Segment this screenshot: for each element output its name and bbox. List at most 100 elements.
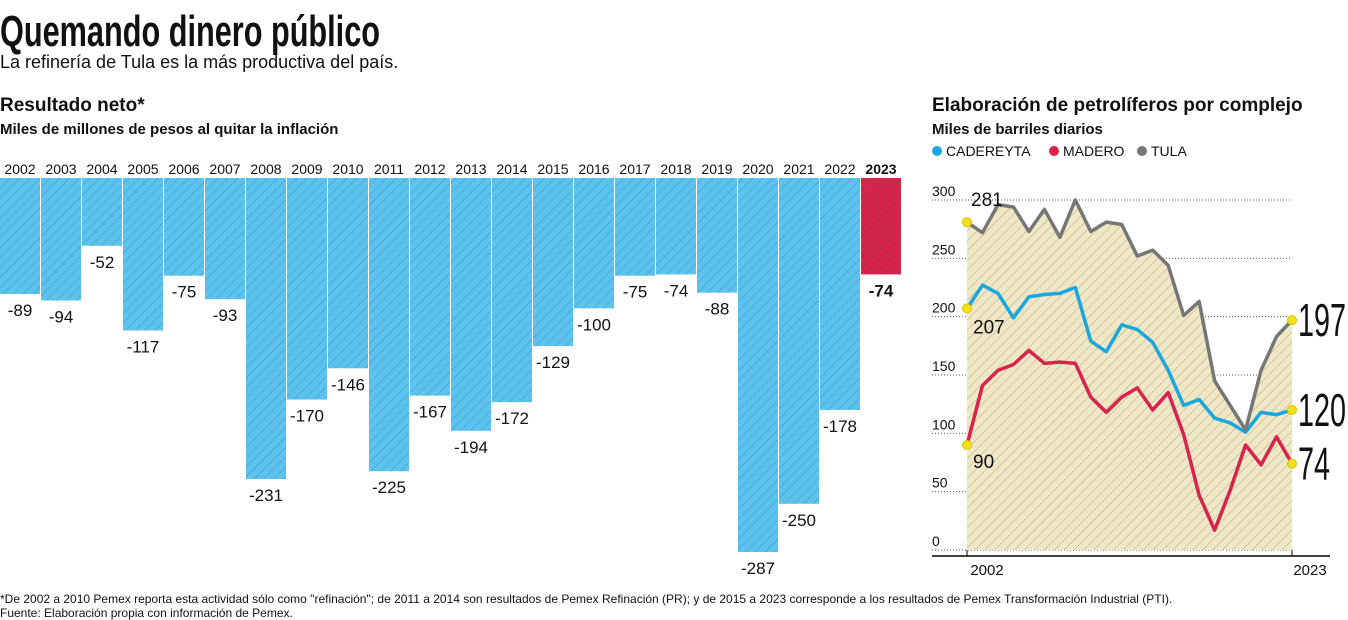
y-tick-label: 50 — [932, 475, 948, 491]
legend-label: TULA — [1151, 143, 1187, 159]
x-tick-label: 2018 — [660, 161, 691, 177]
x-tick-label: 2019 — [701, 161, 732, 177]
legend-marker — [1137, 146, 1147, 156]
value-label: -170 — [290, 407, 324, 426]
value-label: -231 — [249, 486, 283, 505]
y-tick-label: 300 — [932, 183, 956, 199]
bar-hatch — [0, 178, 40, 294]
bar-hatch — [492, 178, 532, 403]
value-label: -74 — [664, 281, 689, 300]
value-label: -287 — [741, 559, 775, 578]
y-tick-label: 250 — [932, 241, 956, 257]
bar-hatch — [574, 178, 614, 309]
legend-label: MADERO — [1063, 143, 1125, 159]
value-label: -167 — [413, 403, 447, 422]
bar-hatch — [123, 178, 163, 331]
value-label: -93 — [213, 306, 238, 325]
y-tick-label: 150 — [932, 358, 956, 374]
value-label: -117 — [127, 337, 160, 356]
end-label: 74 — [1298, 438, 1330, 490]
legend-marker — [1049, 146, 1059, 156]
bar-hatch — [656, 178, 696, 275]
footnote: *De 2002 a 2010 Pemex reporta esta activ… — [0, 592, 1172, 606]
bar-hatch — [820, 178, 860, 410]
value-label: -52 — [90, 253, 115, 272]
bar-subtitle: Miles de millones de pesos al quitar la … — [0, 121, 338, 138]
value-label: -250 — [782, 511, 816, 530]
x-tick-label: 2009 — [291, 161, 322, 177]
x-tick-label: 2005 — [127, 161, 158, 177]
bar-hatch — [697, 178, 737, 293]
bar-hatch — [41, 178, 81, 301]
bar-hatch — [205, 178, 245, 300]
bar-hatch — [287, 178, 327, 400]
start-label: 90 — [973, 452, 994, 473]
x-tick-label: 2003 — [45, 161, 76, 177]
x-tick-label: 2020 — [742, 161, 773, 177]
value-label: -75 — [172, 283, 197, 302]
area — [967, 200, 1292, 550]
bar-hatch — [615, 178, 655, 276]
x-tick-label: 2022 — [824, 161, 855, 177]
x-tick-label: 2008 — [250, 161, 281, 177]
end-point — [962, 217, 972, 228]
end-point — [962, 440, 972, 450]
bar-hatch — [328, 178, 368, 369]
bar-hatch — [861, 178, 901, 275]
value-label: -74 — [869, 281, 894, 300]
x-tick-label: 2002 — [4, 161, 35, 177]
legend-marker — [932, 146, 942, 156]
end-point — [1287, 315, 1297, 326]
value-label: -172 — [495, 409, 529, 428]
bar-hatch — [738, 178, 778, 552]
legend-label: CADEREYTA — [946, 143, 1031, 159]
x-tick-label: 2007 — [209, 161, 240, 177]
line-subtitle: Miles de barriles diarios — [932, 121, 1103, 138]
end-point — [962, 303, 972, 314]
x-tick-label: 2012 — [414, 161, 445, 177]
value-label: -225 — [372, 478, 406, 497]
start-label: 281 — [971, 190, 1003, 211]
x-tick-label: 2004 — [86, 161, 117, 177]
value-label: -146 — [331, 375, 365, 394]
bar-hatch — [451, 178, 491, 431]
y-tick-label: 0 — [932, 533, 940, 549]
bar-hatch — [246, 178, 286, 480]
end-point — [1287, 458, 1297, 469]
value-label: -88 — [705, 300, 730, 319]
line — [965, 283, 1293, 434]
line — [965, 348, 1294, 532]
y-tick-label: 200 — [932, 300, 956, 316]
x-tick-label: 2015 — [537, 161, 568, 177]
bar-hatch — [779, 178, 819, 504]
x-tick-label: 2006 — [168, 161, 199, 177]
end-label: 120 — [1298, 384, 1346, 436]
bar-hatch — [82, 178, 122, 246]
bar-title: Resultado neto* — [0, 95, 145, 116]
page-title: Quemando dinero público — [0, 7, 380, 56]
bar-hatch — [164, 178, 204, 276]
line-title: Elaboración de petrolíferos por complejo — [932, 95, 1303, 116]
x-tick-label: 2023 — [1293, 562, 1326, 579]
x-tick-label: 2016 — [578, 161, 609, 177]
value-label: -194 — [454, 438, 488, 457]
value-label: -75 — [623, 283, 648, 302]
bar-hatch — [369, 178, 409, 472]
start-label: 207 — [973, 318, 1005, 339]
value-label: -89 — [8, 301, 33, 320]
end-label: 197 — [1298, 294, 1346, 346]
end-point — [1287, 405, 1297, 415]
source: Fuente: Elaboración propia con informaci… — [0, 606, 293, 620]
x-tick-label: 2017 — [619, 161, 650, 177]
value-label: -100 — [577, 315, 611, 334]
x-tick-label: 2023 — [865, 161, 896, 177]
x-tick-label: 2010 — [332, 161, 363, 177]
x-tick-label: 2013 — [455, 161, 486, 177]
line — [966, 198, 1294, 432]
x-tick-label: 2021 — [783, 161, 814, 177]
x-tick-label: 2002 — [970, 562, 1003, 579]
bar-hatch — [410, 178, 450, 396]
y-tick-label: 100 — [932, 416, 956, 432]
bar-hatch — [533, 178, 573, 347]
